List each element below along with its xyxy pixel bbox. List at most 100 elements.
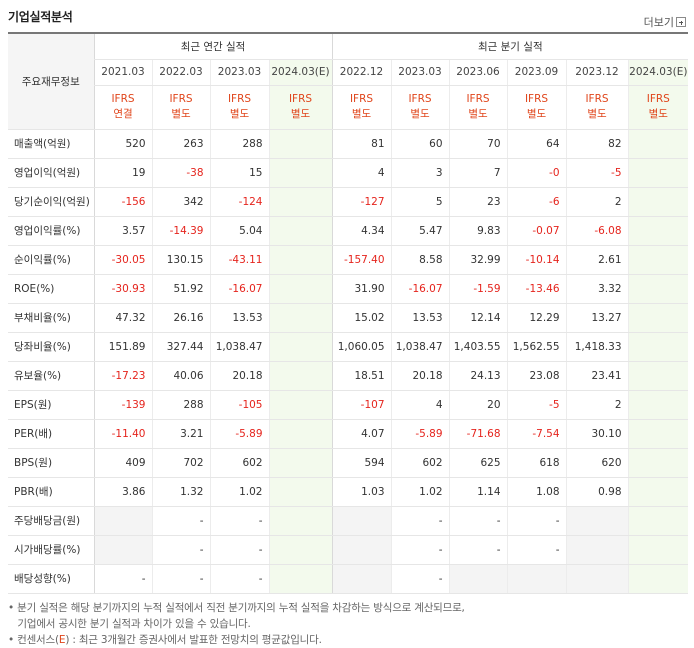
column-ifrs-basis: IFRS 별도 [506, 85, 567, 130]
table-cell: 15.02 [331, 302, 392, 333]
table-cell: -43.11 [209, 245, 269, 275]
column-ifrs-basis: IFRS 별도 [151, 85, 210, 130]
row-label: 순이익률(%) [8, 245, 94, 275]
table-cell: 24.13 [448, 361, 508, 391]
table-row: 유보율(%) -17.23 40.06 20.18 18.51 20.18 24.13 23.… [8, 361, 689, 391]
table-cell [268, 245, 333, 275]
more-link[interactable]: 더보기 [644, 14, 686, 30]
table-cell: -7.54 [506, 419, 567, 449]
plus-box-icon [676, 17, 686, 27]
column-date: 2023.12 [565, 59, 629, 86]
ifrs-label: IFRS [466, 93, 490, 105]
table-cell [506, 564, 567, 594]
row-label: 배당성향(%) [8, 564, 94, 594]
table-cell: 288 [151, 389, 210, 420]
table-cell: -5 [506, 389, 567, 420]
table-row: ROE(%) -30.93 51.92 -16.07 31.90 -16.07 -1.59-… [8, 274, 689, 304]
table-cell [627, 535, 689, 565]
row-label: 매출액(억원) [8, 128, 94, 159]
table-cell: 13.27 [565, 302, 629, 333]
table-row: 부채비율(%) 47.32 26.16 13.53 15.02 13.53 12.14 12.… [8, 302, 689, 333]
table-cell: 1,418.33 [565, 332, 629, 362]
table-cell: - [151, 535, 210, 565]
table-cell: 23 [448, 187, 508, 217]
table-cell [268, 419, 333, 449]
table-row: 시가배당률(%) - - - - - [8, 535, 689, 565]
table-cell: 20.18 [209, 361, 269, 391]
table-cell: -16.07 [390, 274, 450, 304]
table-cell: 288 [209, 128, 269, 159]
column-date: 2022.03 [151, 59, 210, 86]
consolidation-label: 별도 [171, 108, 191, 120]
table-cell: 12.14 [448, 302, 508, 333]
table-cell: 4.07 [331, 419, 392, 449]
column-ifrs-basis: IFRS 별도 [390, 85, 450, 130]
consolidation-label: 별도 [351, 108, 372, 120]
table-cell [627, 245, 689, 275]
table-cell: 70 [448, 128, 508, 159]
table-cell: 26.16 [151, 302, 210, 333]
table-cell: -5 [565, 158, 629, 188]
table-cell [268, 187, 333, 217]
table-cell [627, 419, 689, 449]
table-cell [627, 361, 689, 391]
table-cell: -30.05 [93, 245, 152, 275]
table-cell: -0.07 [506, 215, 567, 246]
row-label: PER(배) [8, 419, 94, 449]
footnote-1: • 분기 실적은 해당 분기까지의 누적 실적에서 직전 분기까지의 누적 실적… [8, 602, 465, 614]
table-cell [268, 477, 333, 507]
row-label: 당좌비율(%) [8, 332, 94, 362]
table-cell: 5.47 [390, 215, 450, 246]
table-cell [268, 302, 333, 333]
ifrs-label: IFRS [646, 93, 670, 105]
ifrs-label: IFRS [349, 93, 374, 105]
financial-summary-table: 주요재무정보 최근 연간 실적 최근 분기 실적 2021.03 2022.03 2… [8, 32, 689, 594]
table-cell: 2 [565, 389, 629, 420]
table-cell: 625 [448, 448, 508, 478]
table-cell [627, 332, 689, 362]
table-cell [331, 505, 392, 536]
table-cell: 520 [93, 128, 152, 159]
row-label: BPS(원) [8, 448, 94, 478]
table-cell: -0 [506, 158, 567, 188]
table-cell: 15 [209, 158, 269, 188]
table-cell: 82 [565, 128, 629, 159]
table-cell: 3.57 [93, 215, 152, 246]
table-cell: 4 [390, 389, 450, 420]
consolidation-label: 별도 [526, 108, 547, 120]
table-cell: 409 [93, 448, 152, 478]
more-label: 더보기 [643, 16, 674, 29]
table-cell: 60 [390, 128, 450, 159]
table-row: 영업이익률(%) 3.57 -14.39 5.04 4.34 5.47 9.83 -0.07-… [8, 215, 689, 246]
column-ifrs-basis: IFRS 별도 [268, 85, 333, 130]
table-cell: 13.53 [209, 302, 269, 333]
table-cell: 1.02 [390, 477, 450, 507]
table-cell: - [390, 505, 450, 536]
table-row: 주당배당금(원) - - - - - [8, 505, 689, 536]
table-row: BPS(원) 409 702 602 594 602 625 618 620 [8, 448, 689, 478]
table-cell: - [506, 505, 567, 536]
table-cell [627, 564, 689, 594]
column-date: 2022.12 [331, 59, 392, 86]
table-cell: 51.92 [151, 274, 210, 304]
table-cell: 1,038.47 [390, 332, 450, 362]
table-cell: -11.40 [93, 419, 152, 449]
row-label: EPS(원) [8, 389, 94, 420]
ifrs-label: IFRS [408, 93, 432, 105]
table-cell: - [151, 564, 210, 594]
table-cell: 620 [565, 448, 629, 478]
column-date: 2023.09 [506, 59, 567, 86]
table-cell: 0.98 [565, 477, 629, 507]
table-cell: 3 [390, 158, 450, 188]
column-ifrs-basis: IFRS 별도 [627, 85, 689, 130]
table-cell [268, 128, 333, 159]
row-header-title: 주요재무정보 [8, 33, 94, 130]
consolidation-label: 별도 [587, 108, 607, 120]
table-cell: 1.32 [151, 477, 210, 507]
ifrs-label: IFRS [227, 93, 252, 105]
consolidation-label: 별도 [648, 108, 668, 120]
table-row: PBR(배) 3.86 1.32 1.02 1.03 1.02 1.14 1.08 0.98 [8, 477, 689, 507]
table-cell: 130.15 [151, 245, 210, 275]
table-cell: 4 [331, 158, 392, 188]
table-cell: 23.41 [565, 361, 629, 391]
